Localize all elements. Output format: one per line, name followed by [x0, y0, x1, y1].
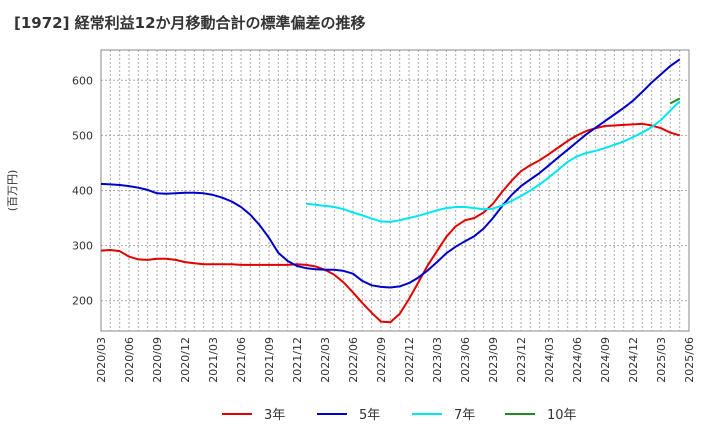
- legend-label-3: 10年: [547, 408, 577, 423]
- series-lines: [100, 58, 681, 324]
- y-axis-label: (百万円): [6, 170, 19, 212]
- legend-label-0: 3年: [264, 408, 285, 423]
- x-axis: 2020/03 2020/06 2020/09 2020/12 2021/03 2021/…: [95, 337, 696, 383]
- grid-lines: [101, 50, 689, 331]
- series-line-2: [306, 100, 681, 223]
- y-tick-label: 500: [72, 129, 93, 142]
- x-tick-label: 2022/12: [403, 337, 416, 383]
- x-tick-label: 2024/03: [543, 337, 556, 383]
- x-tick-label: 2021/09: [263, 337, 276, 383]
- plot-frame: [100, 49, 690, 332]
- x-tick-label: 2025/06: [683, 337, 696, 383]
- y-axis: 200 300 400 500 600 (百万円): [6, 74, 93, 307]
- x-tick-label: 2020/06: [123, 337, 136, 383]
- x-tick-label: 2025/03: [655, 337, 668, 383]
- x-tick-label: 2023/06: [459, 337, 472, 383]
- x-tick-label: 2020/09: [151, 337, 164, 383]
- y-tick-label: 200: [72, 295, 93, 308]
- x-tick-label: 2024/06: [571, 337, 584, 383]
- y-tick-label: 600: [72, 74, 93, 87]
- x-tick-label: 2020/12: [179, 337, 192, 383]
- x-tick-label: 2022/03: [319, 337, 332, 383]
- x-tick-label: 2023/09: [487, 337, 500, 383]
- legend-label-2: 7年: [454, 408, 475, 423]
- legend-label-1: 5年: [359, 408, 380, 423]
- legend: 3年 5年 7年 10年: [222, 408, 577, 423]
- series-line-0: [100, 122, 680, 324]
- x-tick-label: 2022/09: [375, 337, 388, 383]
- x-tick-label: 2023/12: [515, 337, 528, 383]
- x-tick-label: 2021/03: [207, 337, 220, 383]
- x-tick-label: 2021/06: [235, 337, 248, 383]
- chart-title: [1972] 経常利益12か月移動合計の標準偏差の推移: [14, 14, 366, 32]
- series-line-1: [100, 58, 681, 289]
- y-tick-label: 300: [72, 240, 93, 253]
- y-tick-label: 400: [72, 185, 93, 198]
- x-tick-label: 2024/12: [627, 337, 640, 383]
- x-tick-label: 2022/06: [347, 337, 360, 383]
- series-line-3: [669, 97, 681, 105]
- x-tick-label: 2023/03: [431, 337, 444, 383]
- x-tick-label: 2020/03: [95, 337, 108, 383]
- x-tick-label: 2024/09: [599, 337, 612, 383]
- x-tick-label: 2021/12: [291, 337, 304, 383]
